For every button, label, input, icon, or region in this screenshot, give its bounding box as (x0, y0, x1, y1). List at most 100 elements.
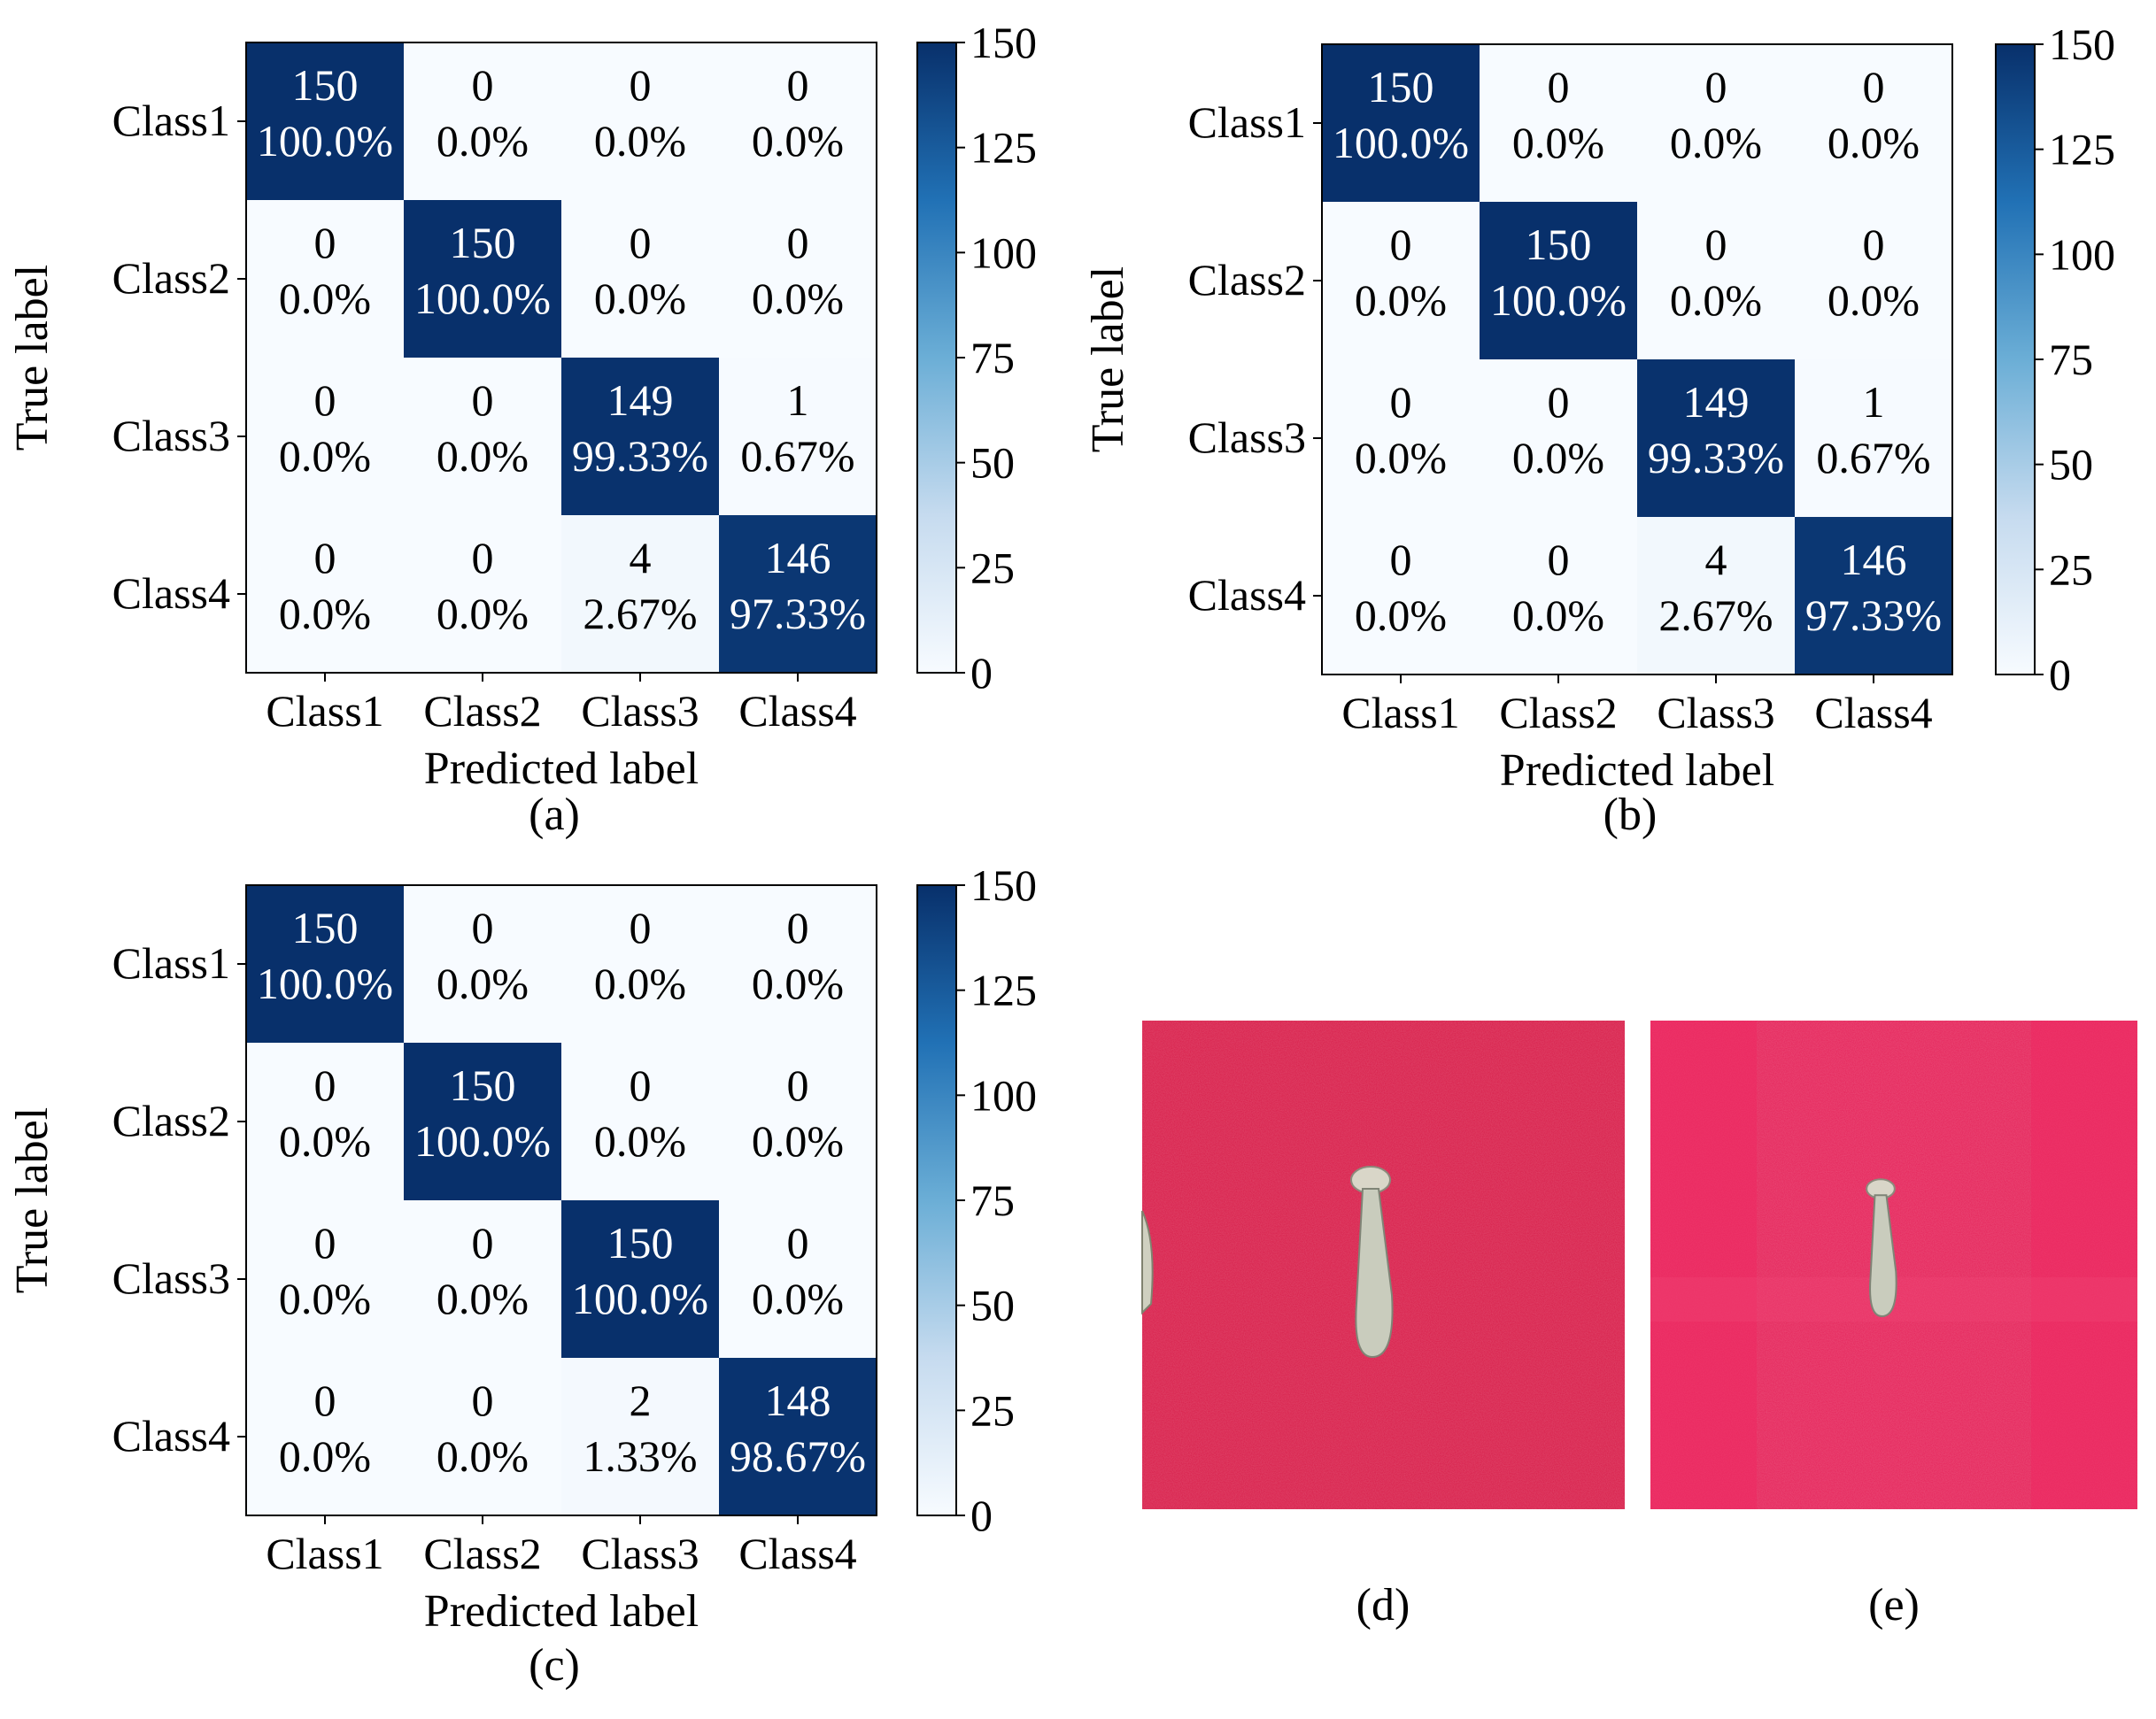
cell-percent: 100.0% (1333, 118, 1469, 167)
confusion-matrix-a: 150100.0%00.0%00.0%00.0%00.0%150100.0%00… (7, 18, 1037, 840)
cell-count: 0 (472, 375, 494, 425)
matrix-cell (404, 515, 561, 673)
x-tick-label: Class3 (1657, 688, 1774, 737)
matrix-cell (1480, 202, 1637, 359)
colorbar-tick-label: 0 (970, 1491, 993, 1540)
matrix-cell (719, 515, 877, 673)
x-tick-label: Class4 (738, 1529, 856, 1578)
cell-percent: 0.0% (437, 1431, 529, 1481)
colorbar (916, 42, 957, 674)
cell-percent: 2.67% (583, 589, 697, 638)
mushroom-stem (1355, 1188, 1394, 1359)
colorbar-tick-label: 100 (970, 1070, 1037, 1120)
matrix-cell (404, 1043, 561, 1200)
matrix-cell (1637, 202, 1795, 359)
cell-percent: 0.0% (279, 1431, 371, 1481)
matrix-cell (246, 200, 404, 358)
mushroom-stem (1869, 1194, 1897, 1318)
matrix-cell (719, 200, 877, 358)
cell-percent: 1.33% (583, 1431, 697, 1481)
cell-percent: 0.0% (1670, 118, 1762, 167)
cell-count: 149 (607, 375, 674, 425)
cell-count: 150 (292, 903, 359, 952)
cell-count: 0 (472, 1218, 494, 1268)
y-tick-label: Class2 (112, 1096, 230, 1145)
photo-band (1650, 1021, 1757, 1509)
colorbar (1995, 43, 2036, 675)
cell-count: 150 (450, 218, 516, 267)
cell-percent: 0.0% (1355, 433, 1447, 482)
matrix-cell (404, 200, 561, 358)
y-tick-label: Class3 (112, 411, 230, 460)
colorbar-tick-label: 125 (970, 966, 1037, 1015)
x-tick-label: Class2 (423, 686, 541, 736)
panel-label: (e) (1868, 1580, 1920, 1630)
cell-count: 2 (630, 1376, 652, 1425)
matrix-cell (1795, 202, 1952, 359)
cell-count: 0 (1705, 62, 1727, 112)
cell-percent: 100.0% (257, 959, 393, 1008)
matrix-cell (719, 885, 877, 1043)
cell-count: 1 (1863, 377, 1885, 427)
colorbar-tick-label: 150 (2049, 19, 2115, 69)
cell-percent: 0.0% (752, 1116, 844, 1166)
matrix-cell (561, 1043, 719, 1200)
cell-percent: 0.0% (594, 274, 686, 323)
colorbar-tick-label: 150 (970, 18, 1037, 67)
x-tick-label: Class1 (1341, 688, 1459, 737)
matrix-cell (1637, 517, 1795, 674)
cell-count: 150 (1368, 62, 1434, 112)
cell-percent: 0.0% (594, 959, 686, 1008)
cell-percent: 2.67% (1658, 590, 1773, 640)
matrix-frame (245, 884, 877, 1516)
cell-count: 0 (630, 1060, 652, 1110)
cell-percent: 0.67% (740, 431, 854, 481)
matrix-cell (1795, 359, 1952, 517)
cell-count: 0 (787, 218, 809, 267)
cell-count: 0 (314, 375, 336, 425)
cell-percent: 99.33% (572, 431, 708, 481)
colorbar-tick-label: 50 (2049, 440, 2093, 489)
cell-percent: 100.0% (414, 274, 551, 323)
x-axis-label: Predicted label (1500, 745, 1774, 796)
matrix-cell (1480, 359, 1637, 517)
cell-percent: 0.67% (1816, 433, 1930, 482)
colorbar-tick-label: 125 (2049, 125, 2115, 174)
matrix-cell (246, 515, 404, 673)
cell-percent: 0.0% (1512, 590, 1604, 640)
cell-percent: 0.0% (1355, 275, 1447, 325)
matrix-cell (561, 885, 719, 1043)
cell-count: 0 (1390, 220, 1412, 269)
matrix-cell (1637, 44, 1795, 202)
cell-count: 0 (787, 1060, 809, 1110)
cell-count: 0 (314, 218, 336, 267)
mushroom-edge (1141, 1210, 1154, 1315)
matrix-cell (1480, 44, 1637, 202)
confusion-matrix-c: 150 100.0% 0 0.0% 0 0.0% 0 0.0% 0 0.0% 150 100.0% 0 0… (7, 860, 1037, 1691)
colorbar-tick-label: 25 (2049, 544, 2093, 594)
cell-percent: 0.0% (752, 274, 844, 323)
y-tick-label: Class4 (112, 1411, 230, 1461)
matrix-frame (245, 42, 877, 674)
confusion-matrix-b: 150100.0%00.0%00.0%00.0%00.0%150100.0%00… (1083, 19, 2115, 840)
x-tick-label: Class1 (266, 686, 383, 736)
matrix-cell (246, 1358, 404, 1515)
y-tick-label: Class3 (1188, 412, 1306, 462)
cell-percent: 0.0% (1670, 275, 1762, 325)
matrix-cell (719, 1358, 877, 1515)
colorbar-tick-label: 75 (2049, 335, 2093, 384)
matrix-cell (404, 42, 561, 200)
colorbar-tick-label: 0 (2049, 650, 2071, 699)
cell-percent: 0.0% (279, 1274, 371, 1323)
y-tick-label: Class4 (112, 568, 230, 618)
matrix-cell (404, 1358, 561, 1515)
colorbar-tick-label: 25 (970, 1385, 1015, 1435)
matrix-cell (404, 358, 561, 515)
y-tick-label: Class4 (1188, 570, 1306, 620)
cell-percent: 0.0% (752, 116, 844, 166)
cell-count: 0 (787, 903, 809, 952)
y-tick-label: Class2 (112, 253, 230, 303)
cell-count: 146 (765, 533, 831, 582)
mushroom-photo (1866, 1178, 1897, 1318)
matrix-cell (246, 885, 404, 1043)
